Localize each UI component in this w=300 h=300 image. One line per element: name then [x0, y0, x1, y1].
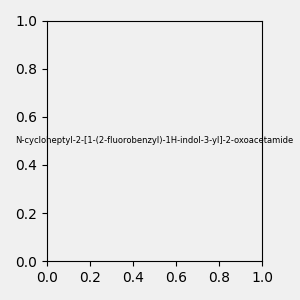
- Text: N-cycloheptyl-2-[1-(2-fluorobenzyl)-1H-indol-3-yl]-2-oxoacetamide: N-cycloheptyl-2-[1-(2-fluorobenzyl)-1H-i…: [15, 136, 293, 146]
